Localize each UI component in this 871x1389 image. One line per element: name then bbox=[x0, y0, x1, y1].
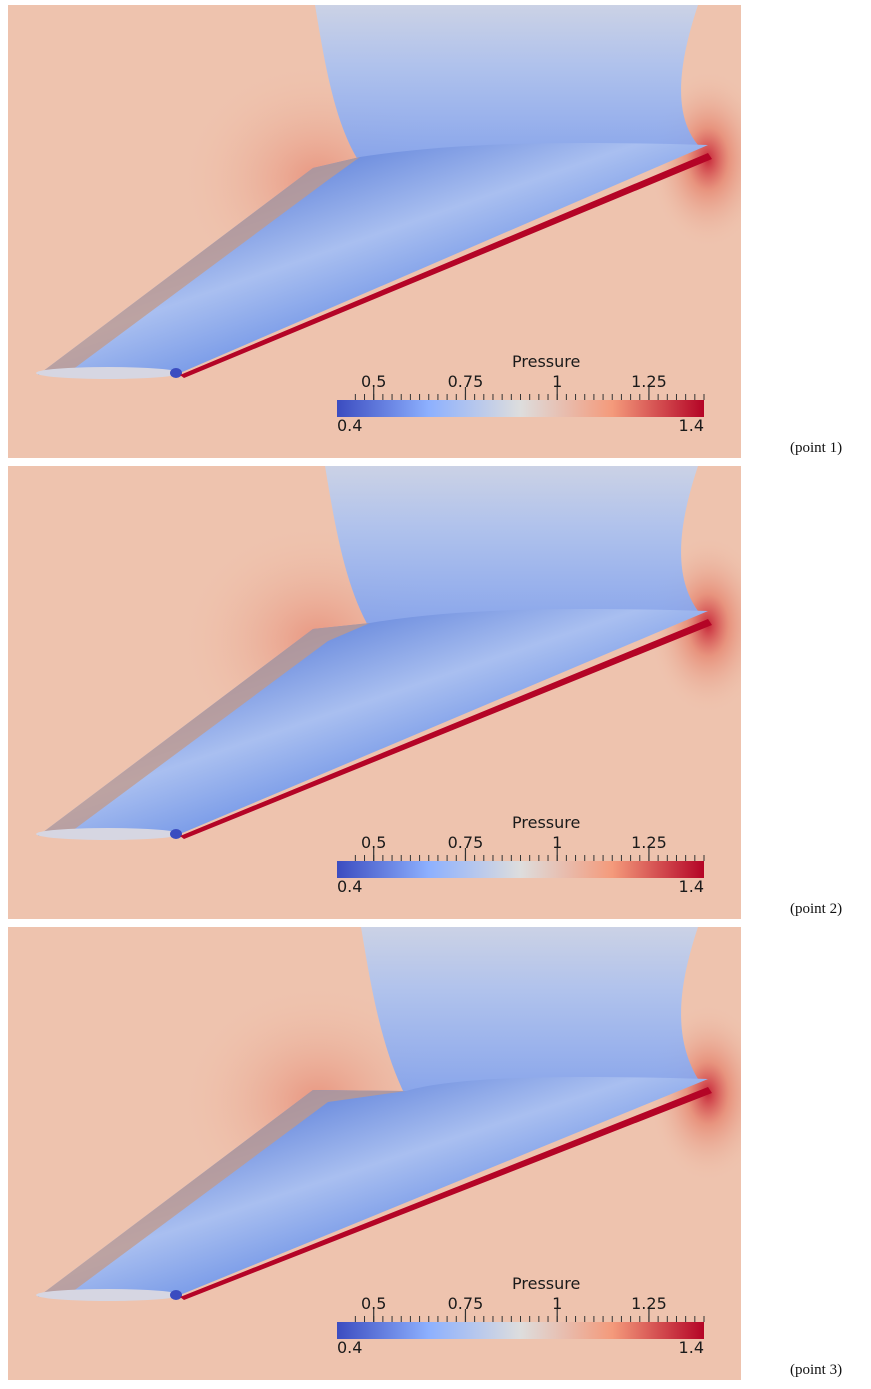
pressure-panel-1: 0.5 0.75 1 1.25 Pressure 0.4 1.4 bbox=[8, 5, 741, 458]
pressure-panel-3: 0.5 0.75 1 1.25 Pressure 0.4 1.4 bbox=[8, 927, 741, 1380]
wing-trailing-edge bbox=[180, 619, 712, 839]
pressure-colorbar: 0.5 0.75 1 1.25 Pressure 0.4 1.4 bbox=[337, 352, 705, 435]
low-pressure-region bbox=[361, 927, 698, 1097]
wing-trailing-edge bbox=[180, 153, 712, 378]
wing-root-section bbox=[36, 1289, 180, 1301]
colorbar-title: Pressure bbox=[512, 1274, 580, 1293]
panel-label: (point 3) bbox=[790, 1362, 843, 1378]
colorbar-tick-label: 0.75 bbox=[448, 372, 484, 391]
wing-upper-surface bbox=[38, 142, 708, 375]
wing-upper-surface bbox=[38, 1076, 708, 1297]
colorbar-min-label: 0.4 bbox=[337, 1338, 362, 1357]
colorbar-min-label: 0.4 bbox=[337, 877, 362, 896]
colorbar-tick-label: 1 bbox=[552, 833, 562, 852]
pressure-panel-2: 0.5 0.75 1 1.25 Pressure 0.4 1.4 bbox=[8, 466, 741, 919]
pressure-colorbar: 0.5 0.75 1 1.25 Pressure 0.4 1.4 bbox=[337, 1274, 705, 1357]
colorbar-tick-label: 0.75 bbox=[448, 1294, 484, 1313]
colorbar-tick-label: 1.25 bbox=[631, 372, 667, 391]
wing-trailing-edge bbox=[180, 1087, 712, 1300]
pressure-field-plot: 0.5 0.75 1 1.25 Pressure 0.4 1.4 bbox=[8, 5, 741, 458]
colorbar-max-label: 1.4 bbox=[679, 1338, 704, 1357]
panel-label: (point 1) bbox=[790, 440, 843, 456]
pressure-colorbar: 0.5 0.75 1 1.25 Pressure 0.4 1.4 bbox=[337, 813, 705, 896]
colorbar-gradient bbox=[337, 861, 704, 878]
low-pressure-region bbox=[325, 466, 698, 629]
colorbar-max-label: 1.4 bbox=[679, 416, 704, 435]
low-pressure-region bbox=[315, 5, 698, 163]
colorbar-gradient bbox=[337, 1322, 704, 1339]
colorbar-tick-label: 0.5 bbox=[361, 1294, 386, 1313]
wing-leading-edge bbox=[38, 1090, 406, 1297]
colorbar-tick-label: 0.5 bbox=[361, 372, 386, 391]
wing-leading-edge bbox=[38, 157, 360, 375]
wing-upper-surface bbox=[38, 608, 708, 836]
colorbar-tick-label: 1 bbox=[552, 372, 562, 391]
pressure-field-plot: 0.5 0.75 1 1.25 Pressure 0.4 1.4 bbox=[8, 466, 741, 919]
colorbar-min-label: 0.4 bbox=[337, 416, 362, 435]
colorbar-max-label: 1.4 bbox=[679, 877, 704, 896]
colorbar-tick-label: 1.25 bbox=[631, 833, 667, 852]
colorbar-title: Pressure bbox=[512, 813, 580, 832]
panel-label: (point 2) bbox=[790, 901, 843, 917]
colorbar-tick-label: 1 bbox=[552, 1294, 562, 1313]
wing-root-section bbox=[36, 828, 180, 840]
pressure-field-plot: 0.5 0.75 1 1.25 Pressure 0.4 1.4 bbox=[8, 927, 741, 1380]
colorbar-tick-label: 0.5 bbox=[361, 833, 386, 852]
wing-root-section bbox=[36, 367, 180, 379]
colorbar-tick-label: 0.75 bbox=[448, 833, 484, 852]
wing-leading-edge bbox=[38, 623, 370, 836]
colorbar-gradient bbox=[337, 400, 704, 417]
colorbar-tick-label: 1.25 bbox=[631, 1294, 667, 1313]
colorbar-title: Pressure bbox=[512, 352, 580, 371]
